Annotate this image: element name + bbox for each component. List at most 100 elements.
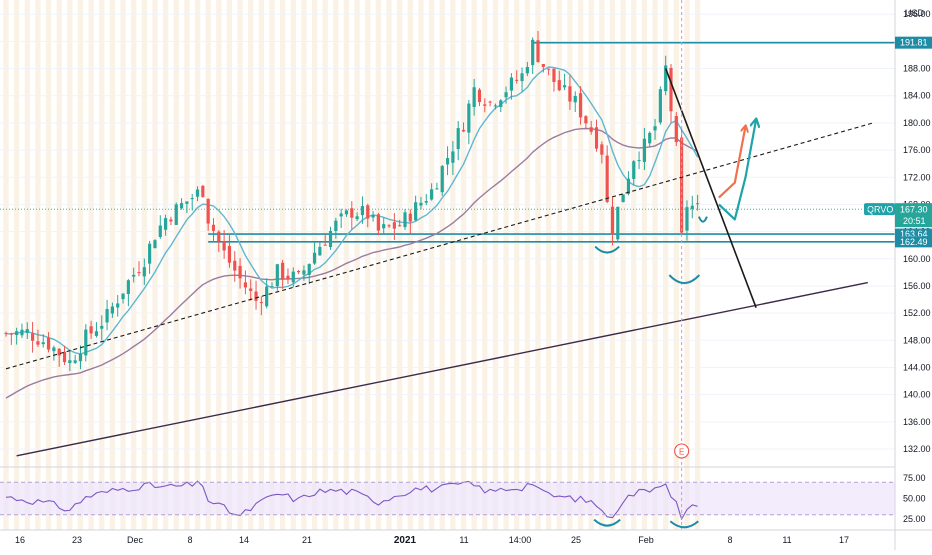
candle-body bbox=[211, 224, 216, 231]
candle-body bbox=[610, 206, 615, 235]
session-stripe bbox=[67, 0, 73, 530]
session-stripe bbox=[56, 0, 62, 530]
candle-body bbox=[153, 240, 157, 249]
level-tag-162-bg bbox=[895, 236, 932, 248]
candle-body bbox=[100, 325, 104, 329]
time-axis[interactable]: 16 23 Dec 8 14 21 2021 11 14:00 25 Feb 8 11 17 bbox=[0, 529, 932, 546]
candle-body bbox=[547, 68, 551, 70]
candle-body bbox=[371, 214, 375, 218]
time-tick-label: 21 bbox=[302, 535, 312, 545]
candle-body bbox=[275, 264, 279, 287]
session-stripe bbox=[492, 0, 499, 530]
price-tick-label: 196.00 bbox=[903, 9, 931, 19]
trendline-solid bbox=[16, 281, 868, 457]
session-stripe bbox=[556, 0, 562, 530]
candle-body bbox=[89, 326, 93, 334]
candle-body bbox=[84, 329, 88, 356]
time-tick-label: 14 bbox=[239, 535, 249, 545]
candle-body bbox=[424, 201, 428, 203]
candle-body bbox=[233, 260, 237, 271]
earnings-marker-label: E bbox=[679, 448, 684, 457]
candle-body bbox=[403, 212, 407, 228]
candle-body bbox=[243, 282, 247, 288]
horizontal-levels[interactable] bbox=[208, 41, 895, 243]
candle-body bbox=[249, 288, 253, 291]
price-tick-label: 144.00 bbox=[903, 362, 931, 372]
candle-body bbox=[164, 218, 168, 230]
session-background bbox=[3, 0, 701, 530]
level-tag-163: 163.64 bbox=[900, 229, 928, 239]
ma-short-line bbox=[5, 66, 699, 355]
candle-body bbox=[674, 116, 678, 143]
time-tick-label: 14:00 bbox=[509, 535, 532, 545]
time-tick-label: 8 bbox=[187, 535, 192, 545]
candle-body bbox=[270, 286, 274, 288]
session-stripe bbox=[173, 0, 179, 530]
time-tick-label: 17 bbox=[839, 535, 849, 545]
candle-body bbox=[504, 92, 508, 98]
candle-body bbox=[137, 272, 141, 274]
candle-body bbox=[179, 203, 184, 209]
session-stripe bbox=[386, 0, 392, 530]
candle-body bbox=[217, 231, 221, 242]
support-arc-right bbox=[668, 274, 701, 285]
candle-body bbox=[360, 206, 365, 216]
session-stripe bbox=[663, 0, 669, 530]
candle-body bbox=[126, 280, 130, 295]
time-tick-label: 8 bbox=[727, 535, 732, 545]
session-stripe bbox=[641, 0, 648, 530]
candle-body bbox=[9, 333, 13, 335]
candle-body bbox=[169, 219, 173, 222]
candle-body bbox=[605, 155, 609, 203]
candle-body bbox=[525, 66, 529, 74]
session-stripe bbox=[471, 0, 477, 530]
candle-body bbox=[440, 166, 444, 193]
candle-body bbox=[642, 138, 646, 162]
moving-averages bbox=[5, 66, 699, 399]
price-axis[interactable]: 196.00192.00188.00184.00180.00176.00172.… bbox=[894, 0, 932, 550]
candle-body bbox=[46, 337, 51, 350]
candle-body bbox=[589, 127, 593, 132]
session-stripe bbox=[418, 0, 424, 530]
session-stripe bbox=[131, 0, 137, 530]
candle-body bbox=[467, 103, 471, 133]
last-price-tag-bg bbox=[895, 203, 932, 228]
rsi-axis: 75.00 50.00 25.00 bbox=[0, 466, 926, 524]
candle-body bbox=[201, 185, 205, 197]
candle-body bbox=[600, 144, 604, 155]
candle-body bbox=[265, 286, 269, 307]
candle-body bbox=[483, 104, 487, 106]
rsi-arc-right bbox=[669, 520, 699, 529]
session-stripe bbox=[120, 0, 126, 530]
rsi-pane bbox=[5, 480, 698, 521]
time-tick-label: Feb bbox=[638, 535, 654, 545]
candle-body bbox=[222, 241, 226, 251]
candle-body bbox=[552, 68, 556, 83]
candle-body bbox=[690, 205, 694, 210]
session-stripe bbox=[24, 0, 30, 530]
candle-body bbox=[238, 265, 242, 279]
session-stripe bbox=[301, 0, 307, 530]
candle-body bbox=[121, 293, 125, 300]
session-stripe bbox=[184, 0, 190, 530]
candle-body bbox=[227, 246, 232, 263]
candle-body bbox=[302, 270, 306, 275]
candle-body bbox=[78, 353, 83, 362]
candle-body bbox=[509, 77, 513, 91]
session-stripe bbox=[684, 0, 690, 530]
session-stripe bbox=[258, 0, 265, 530]
session-stripe bbox=[3, 0, 9, 530]
candle-body bbox=[685, 207, 689, 231]
session-stripe bbox=[450, 0, 456, 530]
trendlines[interactable] bbox=[5, 68, 874, 457]
session-stripe bbox=[673, 0, 679, 530]
session-stripe bbox=[514, 0, 520, 530]
candle-body bbox=[493, 105, 498, 107]
candle-body bbox=[174, 204, 178, 225]
candle-body bbox=[461, 129, 466, 132]
rsi-tick-label: 75.00 bbox=[903, 473, 926, 483]
candle-body bbox=[387, 225, 391, 227]
candle-body bbox=[366, 205, 370, 219]
candle-body bbox=[563, 85, 567, 88]
